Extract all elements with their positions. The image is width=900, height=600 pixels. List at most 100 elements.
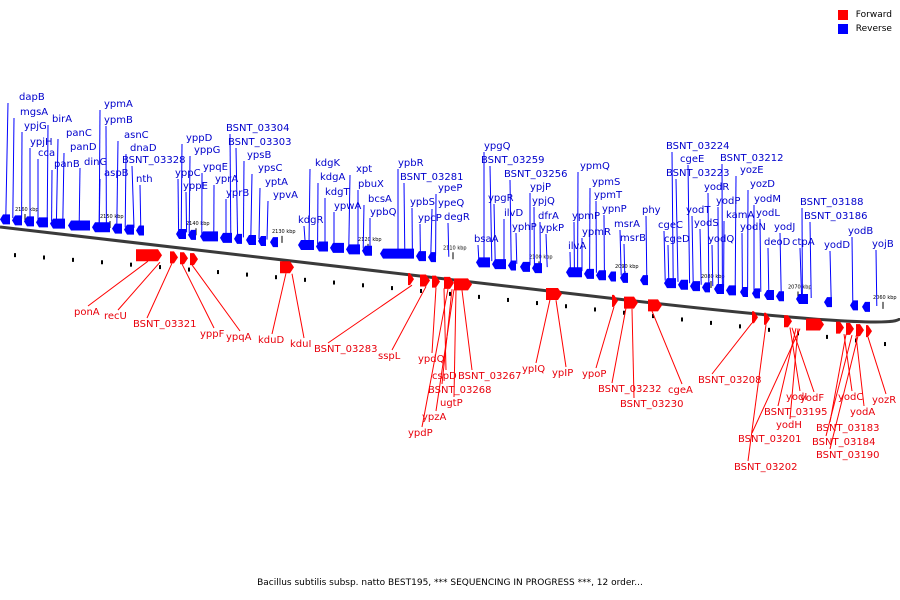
feature-mark	[652, 314, 654, 319]
reverse-gene-label: BSNT_03281	[400, 172, 463, 183]
reverse-gene-label: cca	[38, 148, 55, 159]
forward-leader-line	[535, 299, 551, 364]
reverse-gene-label: yphP	[512, 222, 537, 233]
reverse-gene-label: ypbR	[398, 158, 424, 169]
reverse-gene-label: kdgA	[320, 172, 345, 183]
reverse-gene-label: BSNT_03304	[226, 123, 289, 134]
forward-leader-line	[146, 262, 173, 319]
reverse-gene-arrow	[520, 261, 530, 272]
forward-leader-line	[443, 288, 447, 371]
reverse-gene-arrow	[702, 282, 710, 293]
forward-leader-line	[855, 335, 865, 407]
reverse-gene-arrow	[726, 285, 736, 296]
reverse-gene-label: yppC	[175, 168, 201, 179]
reverse-gene-label: cgeC	[658, 220, 683, 231]
reverse-gene-label: panB	[54, 159, 80, 170]
reverse-leader-line	[98, 109, 101, 226]
reverse-gene-label: ypmR	[582, 227, 611, 238]
reverse-gene-label: xpt	[356, 164, 372, 175]
reverse-gene-label: ypjQ	[532, 196, 555, 207]
reverse-leader-line	[699, 228, 702, 285]
reverse-leader-line	[515, 232, 518, 264]
reverse-gene-label: deoD	[764, 237, 791, 248]
reverse-gene-arrow	[188, 229, 196, 240]
reverse-leader-line	[180, 143, 183, 233]
reverse-gene-arrow	[776, 291, 784, 302]
legend-forward-label: Forward	[855, 10, 892, 20]
reverse-leader-line	[258, 187, 261, 239]
feature-mark	[884, 342, 886, 347]
forward-gene-arrow	[444, 276, 454, 289]
reverse-gene-arrow	[200, 231, 218, 242]
forward-gene-arrow	[170, 251, 178, 264]
reverse-gene-label: yppE	[183, 181, 208, 192]
reverse-gene-label: dnaD	[130, 143, 157, 154]
feature-mark	[681, 317, 683, 322]
reverse-gene-label: panD	[70, 142, 97, 153]
reverse-leader-line	[851, 236, 854, 304]
reverse-gene-label: panC	[66, 128, 92, 139]
reverse-gene-label: yodP	[716, 196, 740, 207]
reverse-gene-label: kamA	[726, 210, 754, 221]
forward-leader-line	[87, 260, 149, 307]
forward-gene-arrow	[836, 321, 844, 334]
feature-mark	[826, 334, 828, 339]
reverse-gene-arrow	[12, 215, 22, 226]
feature-mark	[362, 283, 364, 288]
feature-mark	[536, 301, 538, 306]
forward-leader-line	[431, 287, 437, 354]
feature-mark	[449, 291, 451, 296]
reverse-leader-line	[447, 222, 450, 257]
reverse-gene-arrow	[752, 288, 760, 299]
reverse-gene-label: BSNT_03223	[666, 168, 729, 179]
reverse-gene-arrow	[764, 289, 774, 300]
forward-gene-label: yodH	[776, 420, 802, 431]
scale-tick-label: 2150 kbp	[100, 214, 124, 220]
feature-mark	[507, 297, 509, 302]
reverse-leader-line	[509, 179, 512, 264]
reverse-leader-line	[619, 229, 622, 276]
reverse-gene-label: ctpA	[792, 237, 815, 248]
genome-backbone	[0, 225, 900, 324]
reverse-gene-label: yppG	[194, 145, 220, 156]
reverse-leader-line	[734, 175, 737, 289]
forward-leader-line	[711, 322, 753, 375]
scale-tick-label: 2090 kbp	[615, 264, 639, 270]
reverse-gene-arrow	[862, 301, 870, 312]
reverse-leader-line	[707, 192, 710, 286]
reverse-gene-label: yodT	[686, 205, 711, 216]
forward-leader-line	[391, 286, 427, 351]
reverse-gene-arrow	[50, 218, 65, 229]
reverse-gene-label: yodN	[740, 222, 766, 233]
forward-gene-label: BSNT_03232	[598, 384, 661, 395]
reverse-gene-arrow	[346, 244, 360, 255]
forward-leader-line	[555, 300, 567, 368]
reverse-leader-line	[477, 244, 480, 260]
reverse-leader-line	[308, 168, 311, 244]
reverse-gene-label: ypmQ	[580, 161, 610, 172]
reverse-gene-arrow	[796, 293, 808, 304]
reverse-gene-label: ypsB	[247, 150, 271, 161]
feature-mark	[246, 272, 248, 277]
reverse-leader-line	[46, 124, 49, 221]
forward-leader-line	[829, 335, 859, 450]
reverse-gene-arrow	[690, 281, 700, 292]
forward-gene-arrow	[764, 312, 770, 325]
feature-mark	[478, 294, 480, 299]
reverse-gene-label: ypbS	[410, 197, 435, 208]
forward-gene-arrow	[648, 299, 662, 312]
reverse-gene-arrow	[220, 232, 232, 243]
forward-gene-label: ugtP	[440, 398, 463, 409]
forward-gene-label: kduI	[290, 339, 311, 350]
legend-forward: Forward	[837, 8, 892, 22]
feature-mark	[217, 270, 219, 275]
feature-mark	[188, 267, 190, 272]
reverse-leader-line	[55, 138, 59, 222]
reverse-gene-label: BSNT_03303	[228, 137, 291, 148]
reverse-gene-label: asnC	[124, 130, 149, 141]
reverse-gene-label: ypmT	[594, 190, 623, 201]
reverse-gene-arrow	[620, 272, 628, 283]
reverse-gene-arrow	[124, 224, 134, 235]
legend-reverse: Reverse	[837, 22, 892, 36]
